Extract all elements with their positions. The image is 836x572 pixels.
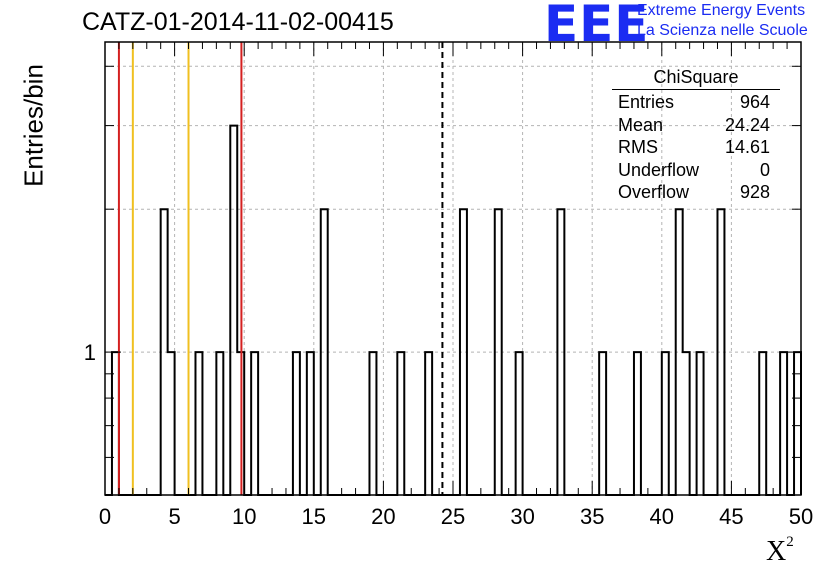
histogram-bin: [397, 352, 404, 495]
histogram-bin: [307, 352, 314, 495]
histogram-bin: [293, 352, 300, 495]
y-tick-label: 1: [84, 340, 96, 365]
stats-row: Entries 964: [612, 92, 780, 115]
histogram-bin: [230, 126, 237, 495]
x-tick-label: 30: [510, 504, 534, 529]
x-tick-label: 50: [789, 504, 813, 529]
x-tick-label: 15: [302, 504, 326, 529]
histogram-bin: [599, 352, 606, 495]
histogram-bin: [634, 352, 641, 495]
histogram-bin: [168, 352, 175, 495]
stats-value: 928: [739, 182, 770, 203]
x-axis-label-sup: 2: [786, 533, 794, 550]
histogram-bin: [460, 209, 467, 495]
stats-value: 0: [759, 159, 770, 180]
logo-subtitle-2: La Scienza nelle Scuole: [637, 22, 808, 39]
logo-subtitle-1: Extreme Energy Events: [637, 2, 806, 19]
histogram-bin: [759, 352, 766, 495]
x-tick-label: 20: [371, 504, 395, 529]
stats-title: ChiSquare: [612, 67, 780, 90]
histogram-bin: [425, 352, 432, 495]
x-tick-label: 5: [168, 504, 180, 529]
histogram-bin: [495, 209, 502, 495]
stats-box: ChiSquare Entries 964 Mean 24.24 RMS 14.61 …: [612, 67, 780, 205]
histogram-bin: [717, 209, 724, 495]
stats-row: Mean 24.24: [612, 115, 780, 138]
stats-row: Underflow 0: [612, 160, 780, 183]
histogram-bin: [662, 352, 669, 495]
histogram-bin: [251, 352, 258, 495]
stats-label: Entries: [618, 92, 675, 112]
stats-label: RMS: [618, 137, 658, 158]
chart-title: CATZ-01-2014-11-02-00415: [82, 8, 394, 36]
x-axis-label: X2: [766, 533, 794, 568]
x-tick-label: 25: [441, 504, 465, 529]
x-tick-label: 45: [719, 504, 743, 529]
stats-row: RMS 14.61: [612, 137, 780, 160]
stats-value: 24.24: [724, 114, 770, 135]
histogram-bin: [780, 352, 787, 495]
histogram-bin: [697, 352, 704, 495]
stats-label: Mean: [618, 114, 664, 135]
stats-label: Underflow: [618, 159, 700, 180]
histogram-bin: [516, 352, 523, 495]
x-axis-label-text: X: [766, 536, 787, 567]
x-tick-label: 10: [232, 504, 256, 529]
stats-value: 14.61: [724, 137, 770, 158]
histogram-bin: [557, 209, 564, 495]
histogram-bin: [369, 352, 376, 495]
histogram-bin: [321, 209, 328, 495]
eee-logo: EEE: [544, 0, 650, 53]
histogram-bin: [216, 352, 223, 495]
histogram-bin: [683, 352, 690, 495]
histogram-bin: [676, 209, 683, 495]
histogram-bin: [195, 352, 202, 495]
x-tick-label: 0: [99, 504, 111, 529]
stats-label: Overflow: [618, 182, 690, 203]
x-tick-label: 35: [580, 504, 604, 529]
stats-row: Overflow 928: [612, 182, 780, 205]
x-tick-label: 40: [650, 504, 674, 529]
histogram-bin: [161, 209, 168, 495]
stats-value: 964: [739, 92, 770, 112]
